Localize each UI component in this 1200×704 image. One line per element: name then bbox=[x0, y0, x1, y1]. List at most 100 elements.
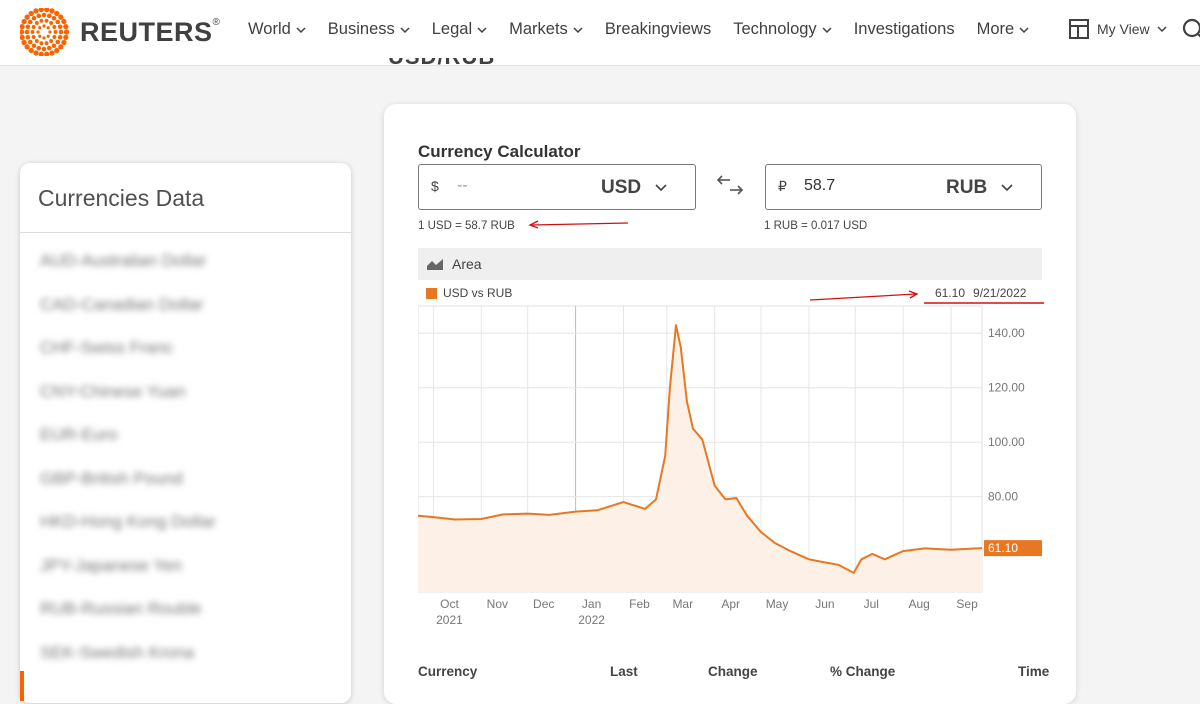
reuters-logo-mark bbox=[20, 8, 70, 56]
x-tick-label: Nov bbox=[487, 597, 508, 611]
sidebar-item[interactable]: SEK-Swedish Krona bbox=[40, 642, 195, 662]
sidebar-title: Currencies Data bbox=[38, 185, 205, 211]
nav-item-business[interactable]: Business bbox=[328, 20, 410, 39]
x-tick-label: Oct bbox=[440, 597, 459, 611]
top-navigation-bar: REUTERS® World Business Legal Markets Breaki… bbox=[0, 0, 1200, 66]
sidebar-item[interactable]: CAD-Canadian Dollar bbox=[40, 294, 204, 314]
chevron-down-icon bbox=[296, 26, 306, 33]
nav-item-label: Business bbox=[327, 20, 395, 38]
chevron-down-icon bbox=[400, 26, 410, 33]
x-tick-label: Mar bbox=[672, 597, 693, 611]
y-tick-label: 80.00 bbox=[988, 490, 1018, 504]
chevron-down-icon bbox=[1019, 26, 1029, 33]
chevron-down-icon bbox=[655, 184, 667, 192]
search-icon[interactable] bbox=[1182, 18, 1200, 42]
y-tick-label: 140.00 bbox=[988, 326, 1025, 340]
nav-item-label: Investigations bbox=[853, 20, 955, 38]
series-area bbox=[418, 325, 982, 592]
calculator-title: Currency Calculator bbox=[418, 142, 581, 161]
dollar-symbol: $ bbox=[431, 178, 439, 194]
nav-item-world[interactable]: World bbox=[248, 20, 306, 39]
sidebar-item[interactable]: RUB-Russian Rouble bbox=[40, 599, 202, 618]
brand-wordmark: REUTERS® bbox=[80, 16, 221, 47]
legend-swatch bbox=[426, 287, 437, 299]
col-header-change: Change bbox=[708, 664, 758, 679]
to-currency-code: RUB bbox=[946, 177, 988, 198]
sidebar-item[interactable]: AUD-Australian Dollar bbox=[40, 251, 207, 270]
from-currency-select[interactable]: USD bbox=[601, 177, 667, 199]
latest-value: 61.10 bbox=[935, 286, 966, 300]
latest-value-readout: 61.10 9/21/2022 bbox=[935, 286, 1026, 300]
chart-legend: USD vs RUB bbox=[426, 286, 512, 300]
x-tick-label: Jan bbox=[582, 597, 601, 611]
x-tick-label: Dec bbox=[533, 597, 554, 611]
from-currency-field[interactable]: $ USD bbox=[418, 164, 696, 210]
nav-item-markets[interactable]: Markets bbox=[509, 20, 583, 39]
main-nav: World Business Legal Markets Breakingviews Te… bbox=[248, 20, 1029, 39]
x-tick-year-label: 2022 bbox=[578, 613, 605, 627]
sidebar-item[interactable]: GBP-British Pound bbox=[40, 468, 183, 488]
x-tick-label: Aug bbox=[909, 597, 930, 611]
chevron-down-icon bbox=[822, 26, 832, 33]
currency-calculator-card: Currency Calculator $ USD ₽ RUB 1 USD = … bbox=[384, 104, 1076, 704]
latest-value-badge bbox=[984, 540, 1042, 557]
from-amount-input[interactable] bbox=[457, 177, 577, 195]
x-tick-label: Jun bbox=[815, 597, 834, 611]
swap-arrows-icon[interactable] bbox=[716, 174, 744, 196]
x-tick-label: Jul bbox=[864, 597, 879, 611]
nav-item-label: Legal bbox=[431, 20, 473, 38]
chevron-down-icon bbox=[1001, 184, 1013, 192]
sidebar-item[interactable]: EUR-Euro bbox=[40, 425, 118, 444]
nav-item-label: World bbox=[248, 20, 291, 38]
divider bbox=[20, 232, 351, 233]
sidebar-item[interactable]: CNY-Chinese Yuan bbox=[40, 381, 186, 401]
latest-value-badge-text: 61.10 bbox=[988, 541, 1018, 555]
col-header-currency: Currency bbox=[418, 664, 478, 679]
currency-list: AUD-Australian Dollar CAD-Canadian Dollar… bbox=[40, 251, 216, 686]
nav-item-technology[interactable]: Technology bbox=[733, 20, 832, 39]
x-tick-label: Sep bbox=[956, 597, 978, 611]
x-tick-year-label: 2021 bbox=[436, 613, 463, 627]
usd-rub-area-chart[interactable]: 140.00 120.00 100.00 80.00 61.10 Oct 2021 Nov De… bbox=[418, 304, 1048, 634]
area-chart-icon bbox=[427, 259, 443, 270]
layout-icon bbox=[1069, 19, 1089, 39]
page-heading-cropped: USD/RUB bbox=[388, 58, 568, 68]
y-tick-label: 120.00 bbox=[988, 381, 1025, 395]
chevron-down-icon bbox=[477, 26, 487, 33]
nav-item-legal[interactable]: Legal bbox=[432, 20, 487, 39]
col-header-pct-change: % Change bbox=[830, 664, 896, 679]
to-rate-text: 1 RUB = 0.017 USD bbox=[764, 220, 868, 232]
annotation-arrow bbox=[528, 220, 629, 229]
series-line bbox=[418, 324, 983, 574]
nav-item-investigations[interactable]: Investigations bbox=[854, 20, 955, 39]
legend-series-name: USD vs RUB bbox=[443, 286, 513, 300]
to-currency-select[interactable]: RUB bbox=[946, 177, 1013, 199]
reuters-logo[interactable]: REUTERS® bbox=[20, 8, 220, 56]
my-view-button[interactable]: My View bbox=[1068, 18, 1167, 40]
col-header-time: Time bbox=[1018, 664, 1050, 679]
sidebar-item[interactable]: HKD-Hong Kong Dollar bbox=[40, 512, 216, 531]
y-tick-label: 100.00 bbox=[988, 435, 1025, 449]
nav-item-label: Breakingviews bbox=[604, 20, 712, 38]
to-currency-field[interactable]: ₽ RUB bbox=[765, 164, 1042, 210]
latest-date: 9/21/2022 bbox=[973, 286, 1027, 300]
nav-item-breakingviews[interactable]: Breakingviews bbox=[605, 20, 711, 39]
active-item-marker bbox=[20, 671, 24, 701]
currencies-sidebar: Currencies Data AUD-Australian Dollar CAD… bbox=[20, 163, 351, 703]
nav-item-label: More bbox=[976, 20, 1015, 38]
x-tick-label: Apr bbox=[721, 597, 740, 611]
nav-item-label: Technology bbox=[733, 20, 817, 38]
chevron-down-icon bbox=[573, 26, 583, 33]
chart-type-label: Area bbox=[452, 256, 482, 272]
nav-item-label: Markets bbox=[509, 20, 568, 38]
sidebar-item[interactable]: CHF-Swiss Franc bbox=[40, 338, 174, 357]
my-view-label: My View bbox=[1097, 21, 1150, 37]
rouble-symbol: ₽ bbox=[778, 178, 787, 194]
to-amount-input[interactable] bbox=[804, 177, 924, 195]
sidebar-item[interactable]: JPY-Japanese Yen bbox=[40, 555, 183, 575]
x-tick-label: May bbox=[766, 597, 789, 611]
chevron-down-icon bbox=[1157, 26, 1167, 33]
chart-type-toolbar[interactable]: Area bbox=[418, 248, 1042, 280]
from-rate-text: 1 USD = 58.7 RUB bbox=[418, 220, 515, 232]
nav-item-more[interactable]: More bbox=[977, 20, 1030, 39]
